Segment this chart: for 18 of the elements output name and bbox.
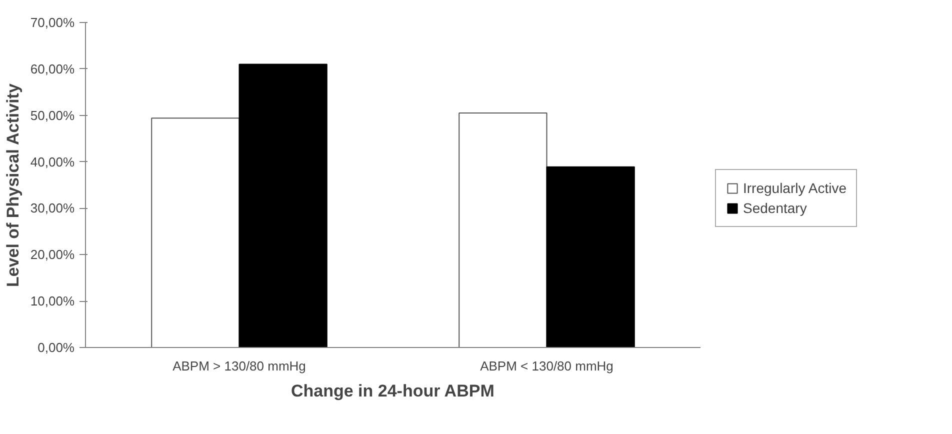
x-axis-title: Change in 24-hour ABPM (290, 382, 494, 400)
y-tick-label: 40,00% (30, 154, 75, 170)
legend-label: Sedentary (743, 200, 807, 216)
bar (546, 166, 635, 348)
y-tick-label: 20,00% (30, 247, 75, 262)
x-tick-label: ABPM > 130/80 mmHg (172, 358, 306, 374)
bar (458, 112, 548, 348)
y-axis-title: Level of Physical Activity (3, 83, 22, 288)
y-tick-label: 0,00% (38, 340, 75, 355)
legend-label: Irregularly Active (743, 180, 846, 196)
y-tick-label: 60,00% (30, 61, 75, 76)
bar (151, 118, 240, 348)
x-tick-label: ABPM < 130/80 mmHg (480, 358, 614, 374)
y-tick-label: 30,00% (30, 200, 75, 216)
y-tick-label: 50,00% (30, 108, 75, 123)
y-tick-label: 70,00% (30, 15, 75, 30)
bar (238, 64, 328, 348)
y-tick-label: 10,00% (30, 294, 75, 309)
